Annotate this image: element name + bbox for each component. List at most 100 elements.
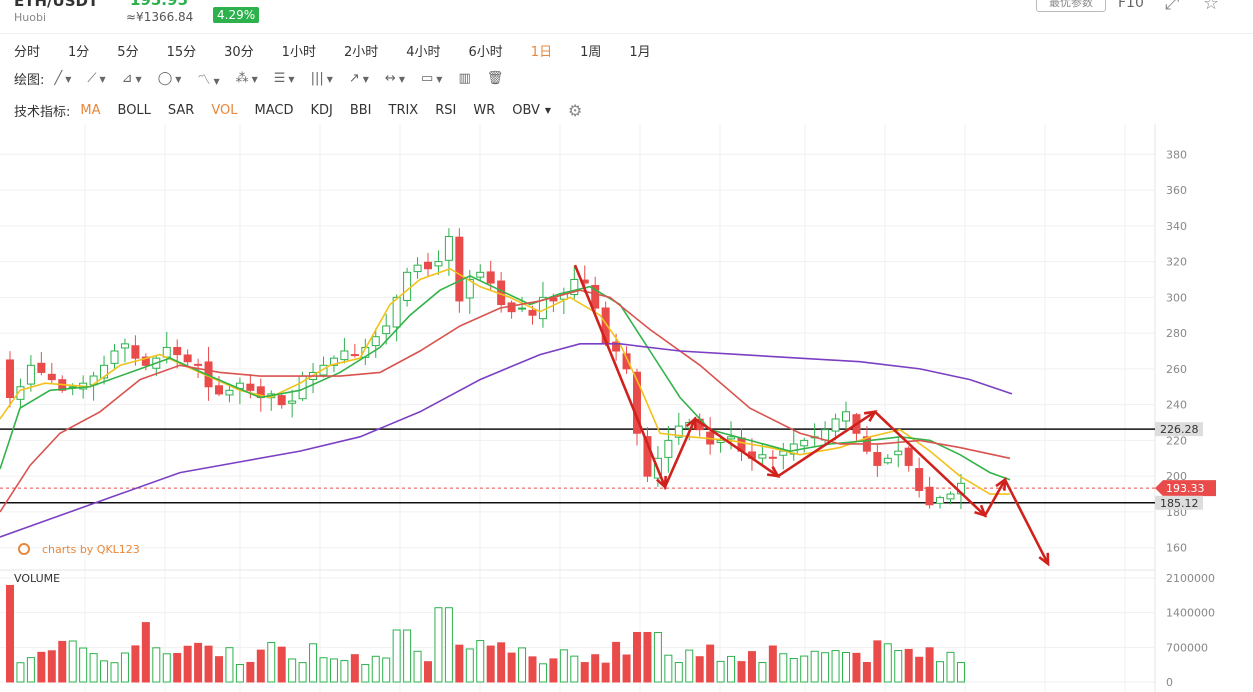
candle-body-33 [350,354,359,357]
volume-bar-49 [518,647,527,683]
wave-tool-icon[interactable]: 〽 ▼ [197,72,220,88]
price-tick-240: 240 [1166,399,1187,412]
timeframe-1[interactable]: 1分 [68,44,90,60]
settings-gear-icon[interactable]: ⚙ [568,100,583,120]
circle-tool-icon[interactable]: ◯ ▼ [157,70,182,86]
indicator-trix[interactable]: TRIX [388,102,419,118]
volume-bar-50 [528,656,537,683]
volume-bar-67 [706,644,715,683]
volume-bar-62 [653,631,662,683]
ma-line-3 [0,343,1013,538]
volume-tick-1: 1400000 [1166,607,1215,620]
timeframe-9[interactable]: 1日 [530,44,553,60]
range-tool-icon[interactable]: ↔ ▼ [384,70,405,86]
volume-bar-78 [821,652,830,683]
timeframe-0[interactable]: 分时 [14,44,41,60]
volume-bar-64 [674,662,683,683]
volume-bar-74 [779,653,788,683]
candle-body-17 [183,354,192,363]
timeframe-11[interactable]: 1月 [629,44,651,60]
ray-tool-icon[interactable]: ⟋ ▼ [87,70,106,86]
volume-bar-5 [58,640,67,683]
volume-bar-69 [727,655,736,683]
indicator-boll[interactable]: BOLL [117,102,151,118]
cny-price: ≈¥1366.84 [126,10,194,24]
volume-bar-13 [141,622,150,683]
annotation-arrow-7 [1038,552,1050,567]
candle-body-85 [894,450,903,456]
timeframe-7[interactable]: 4小时 [406,44,441,60]
price-tick-320: 320 [1166,256,1187,269]
annotation-arrow-3 [766,465,781,478]
indicator-rsi[interactable]: RSI [435,102,457,118]
indicator-vol[interactable]: VOL [211,102,238,118]
change-badge: 4.29% [213,7,260,23]
candle-body-68 [716,439,725,443]
timeframe-6[interactable]: 2小时 [343,44,379,60]
volume-bar-59 [622,654,631,683]
candle-body-16 [173,346,182,356]
volume-bar-15 [162,653,171,683]
star-icon[interactable]: ☆ [1203,0,1220,14]
drawing-label: 绘图: [14,72,45,88]
volume-bar-82 [862,661,871,683]
candle-body-64 [674,425,683,438]
trash-icon[interactable]: 🗑 [486,70,504,86]
indicator-wr[interactable]: WR [473,102,496,118]
volume-bar-19 [204,645,213,683]
timeframe-5[interactable]: 1小时 [281,44,316,60]
arrow-tool-icon[interactable]: ↗ ▼ [348,70,369,86]
candle-body-3 [37,362,46,373]
ma-line-2 [0,289,1011,513]
timeframe-4[interactable]: 30分 [224,44,254,60]
candle-body-43 [455,236,464,302]
comment-tool-icon[interactable]: ▭ ▼ [420,70,443,86]
candle-body-90 [946,493,955,500]
indicator-ma[interactable]: MA [80,102,101,118]
f10-button[interactable]: F10 [1118,0,1144,11]
volume-bar-43 [455,644,464,683]
volume-bar-65 [685,649,694,683]
indicator-dropdown-icon[interactable]: ▼ [544,105,552,115]
timeframe-10[interactable]: 1周 [580,44,602,60]
level-tag-2 [1155,495,1203,510]
volume-bar-9 [100,660,109,683]
volume-bar-58 [612,641,621,683]
candle-body-73 [768,456,777,459]
fib-tool-icon[interactable]: ☰ ▼ [273,70,295,86]
volume-bars [6,584,965,683]
candle-body-69 [727,436,736,440]
ticker-header: ETH/USDT Huobi 195.95 ≈¥1366.84 4.29% 最优… [0,0,1253,34]
indicator-obv[interactable]: OBV [512,102,540,118]
candle-body-30 [319,364,328,376]
volume-bar-44 [465,648,474,683]
bars-tool-icon[interactable]: ▥ [458,70,471,86]
grid-tool-icon[interactable]: ||| ▼ [310,70,333,86]
indicator-bbi[interactable]: BBI [349,102,372,118]
last-price: 195.95 [130,0,188,9]
volume-bar-63 [664,654,673,683]
candle-body-20 [215,385,223,395]
timeframe-3[interactable]: 15分 [166,44,197,60]
fullscreen-icon[interactable]: ⤢ [1165,0,1180,14]
channel-tool-icon[interactable]: ⊿ ▼ [121,70,142,86]
indicator-sar[interactable]: SAR [167,102,195,118]
indicator-kdj[interactable]: KDJ [310,102,333,118]
pattern-tool-icon[interactable]: ⁂ ▼ [235,70,258,86]
indicator-macd[interactable]: MACD [254,102,294,118]
timeframe-8[interactable]: 6小时 [468,44,503,60]
timeframe-2[interactable]: 5分 [117,44,139,60]
params-button[interactable]: 最优参数 [1036,0,1106,12]
volume-bar-39 [413,650,422,683]
candle-body-39 [413,264,422,273]
volume-bar-29 [309,643,318,683]
candle-body-4 [47,373,56,381]
candle-body-10 [110,350,119,364]
volume-bar-26 [277,646,286,683]
candle-body-1 [16,386,25,400]
price-tick-200: 200 [1166,470,1187,483]
candle-body-41 [434,261,443,267]
candle-body-38 [403,271,412,301]
line-tool-icon[interactable]: ╱ ▼ [54,70,72,86]
